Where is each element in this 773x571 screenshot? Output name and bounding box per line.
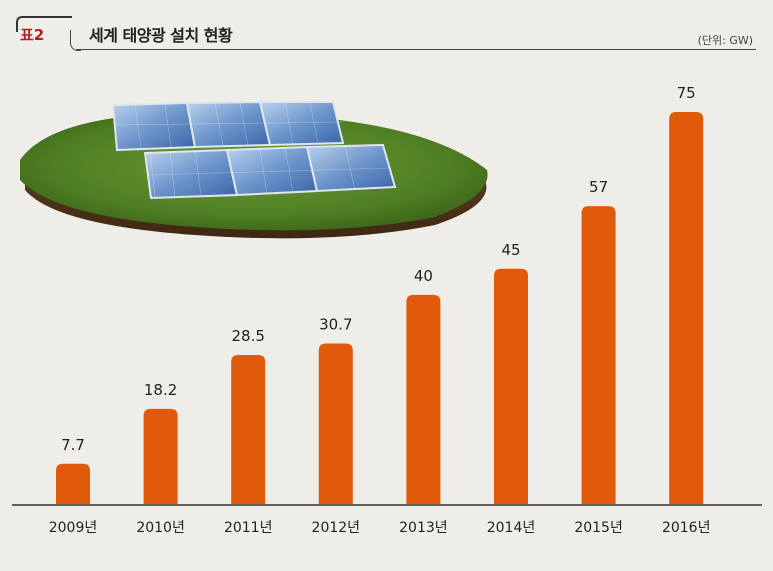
- header-divider: [76, 49, 756, 50]
- x-tick-label-2009년: 2009년: [49, 520, 98, 536]
- figure-tag: 표2: [20, 26, 45, 44]
- solar-panels: [111, 100, 397, 200]
- x-tick-label-2014년: 2014년: [487, 520, 536, 536]
- bar-2009년: [56, 463, 90, 504]
- x-tick-label-2013년: 2013년: [399, 520, 448, 536]
- data-label-2009년: 7.7: [61, 436, 85, 454]
- bar-2013년: [406, 294, 441, 504]
- x-tick-label-2016년: 2016년: [662, 520, 711, 536]
- bar-2010년: [143, 408, 178, 504]
- solar-panel-illustration: [20, 100, 488, 239]
- data-label-2013년: 40: [414, 267, 433, 285]
- x-tick-label-2015년: 2015년: [574, 520, 623, 536]
- unit-label: (단위: GW): [697, 34, 753, 47]
- x-tick-label-2012년: 2012년: [312, 520, 361, 536]
- data-label-2012년: 30.7: [319, 316, 352, 334]
- x-tick-label-2011년: 2011년: [224, 520, 273, 536]
- data-label-2014년: 45: [501, 241, 520, 259]
- bar-2011년: [231, 355, 266, 504]
- data-label-2010년: 18.2: [144, 381, 177, 399]
- tag-bracket: [16, 16, 72, 32]
- bar-2014년: [494, 268, 528, 504]
- bar-2015년: [581, 206, 616, 504]
- bar-2016년: [669, 112, 704, 504]
- header-curve: [70, 30, 81, 51]
- data-label-2011년: 28.5: [231, 327, 264, 345]
- x-tick-label-2010년: 2010년: [136, 520, 185, 536]
- bar-2012년: [318, 343, 353, 504]
- chart-title: 세계 태양광 설치 현황: [89, 26, 233, 45]
- data-label-2015년: 57: [589, 178, 608, 196]
- chart-header: 표2 세계 태양광 설치 현황 (단위: GW): [0, 0, 773, 60]
- data-label-2016년: 75: [677, 84, 696, 102]
